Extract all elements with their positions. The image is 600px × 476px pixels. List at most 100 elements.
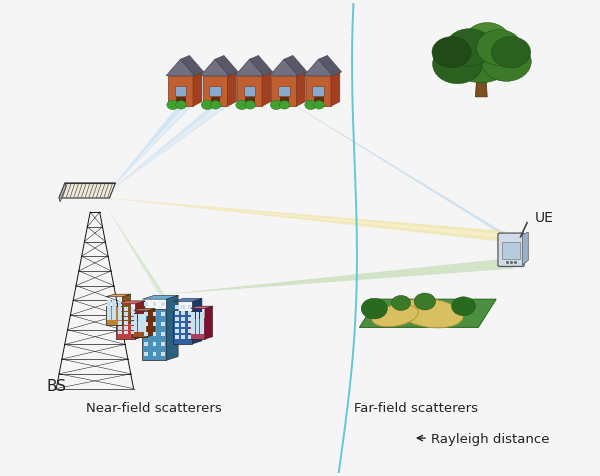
FancyBboxPatch shape xyxy=(191,323,195,327)
Polygon shape xyxy=(107,69,270,193)
FancyBboxPatch shape xyxy=(161,302,165,306)
FancyBboxPatch shape xyxy=(131,317,134,320)
FancyBboxPatch shape xyxy=(161,352,165,356)
FancyBboxPatch shape xyxy=(131,307,134,311)
FancyBboxPatch shape xyxy=(112,300,116,304)
FancyBboxPatch shape xyxy=(144,352,148,356)
FancyBboxPatch shape xyxy=(191,327,195,331)
FancyBboxPatch shape xyxy=(175,86,187,96)
Circle shape xyxy=(245,100,256,109)
FancyBboxPatch shape xyxy=(200,312,203,316)
Polygon shape xyxy=(166,296,178,360)
Polygon shape xyxy=(107,208,172,306)
Text: Near-field scatterers: Near-field scatterers xyxy=(86,402,222,415)
Text: Far-field scatterers: Far-field scatterers xyxy=(354,402,478,415)
FancyBboxPatch shape xyxy=(245,97,254,106)
FancyBboxPatch shape xyxy=(211,97,219,106)
FancyBboxPatch shape xyxy=(118,310,121,314)
Polygon shape xyxy=(304,59,332,76)
FancyBboxPatch shape xyxy=(191,319,195,323)
FancyBboxPatch shape xyxy=(112,303,116,307)
FancyBboxPatch shape xyxy=(209,86,221,96)
FancyBboxPatch shape xyxy=(196,312,199,316)
Polygon shape xyxy=(136,301,145,339)
Circle shape xyxy=(279,100,290,109)
FancyBboxPatch shape xyxy=(124,321,128,325)
Polygon shape xyxy=(107,198,512,239)
Polygon shape xyxy=(247,76,510,238)
FancyBboxPatch shape xyxy=(188,305,191,308)
Ellipse shape xyxy=(398,298,463,328)
FancyBboxPatch shape xyxy=(175,305,179,308)
Polygon shape xyxy=(475,71,487,97)
Polygon shape xyxy=(247,76,511,240)
Circle shape xyxy=(452,297,475,316)
Polygon shape xyxy=(269,59,298,76)
FancyBboxPatch shape xyxy=(142,328,146,332)
FancyBboxPatch shape xyxy=(142,317,146,321)
Circle shape xyxy=(491,37,530,68)
FancyBboxPatch shape xyxy=(134,314,137,318)
FancyBboxPatch shape xyxy=(161,342,165,346)
FancyBboxPatch shape xyxy=(131,321,134,325)
FancyBboxPatch shape xyxy=(106,306,122,325)
FancyBboxPatch shape xyxy=(306,76,331,106)
Polygon shape xyxy=(107,61,226,193)
Ellipse shape xyxy=(372,305,418,327)
FancyBboxPatch shape xyxy=(314,97,323,106)
FancyBboxPatch shape xyxy=(112,317,116,320)
Polygon shape xyxy=(523,232,528,265)
FancyBboxPatch shape xyxy=(131,331,134,335)
Polygon shape xyxy=(59,183,66,202)
FancyBboxPatch shape xyxy=(142,308,166,360)
Circle shape xyxy=(392,296,410,310)
Polygon shape xyxy=(166,59,195,76)
FancyBboxPatch shape xyxy=(278,86,290,96)
FancyBboxPatch shape xyxy=(124,307,128,311)
Polygon shape xyxy=(107,208,166,300)
Polygon shape xyxy=(319,56,341,76)
Polygon shape xyxy=(163,259,514,295)
Polygon shape xyxy=(122,294,131,325)
FancyBboxPatch shape xyxy=(191,331,195,335)
Circle shape xyxy=(449,31,514,83)
Polygon shape xyxy=(163,262,511,295)
FancyBboxPatch shape xyxy=(107,307,111,310)
Text: UE: UE xyxy=(535,211,554,226)
FancyBboxPatch shape xyxy=(175,329,179,333)
Polygon shape xyxy=(284,56,307,76)
FancyBboxPatch shape xyxy=(138,317,142,321)
FancyBboxPatch shape xyxy=(153,332,157,336)
FancyBboxPatch shape xyxy=(144,342,148,346)
FancyBboxPatch shape xyxy=(142,320,146,324)
FancyBboxPatch shape xyxy=(124,331,128,335)
Circle shape xyxy=(432,37,471,68)
Circle shape xyxy=(476,30,522,65)
FancyBboxPatch shape xyxy=(144,322,148,326)
FancyBboxPatch shape xyxy=(134,328,137,332)
Polygon shape xyxy=(250,56,272,76)
FancyBboxPatch shape xyxy=(200,323,203,327)
FancyBboxPatch shape xyxy=(138,323,142,327)
Polygon shape xyxy=(107,64,273,193)
FancyBboxPatch shape xyxy=(196,327,199,331)
FancyBboxPatch shape xyxy=(190,318,205,339)
FancyBboxPatch shape xyxy=(107,317,111,320)
FancyBboxPatch shape xyxy=(237,76,262,106)
FancyBboxPatch shape xyxy=(181,317,185,321)
Circle shape xyxy=(433,44,482,84)
Polygon shape xyxy=(132,308,155,311)
Circle shape xyxy=(210,100,221,109)
FancyBboxPatch shape xyxy=(134,317,137,321)
Text: Rayleigh distance: Rayleigh distance xyxy=(417,433,549,446)
Circle shape xyxy=(176,100,187,109)
FancyBboxPatch shape xyxy=(188,323,191,327)
Polygon shape xyxy=(215,56,238,76)
FancyBboxPatch shape xyxy=(191,316,195,319)
FancyBboxPatch shape xyxy=(271,76,296,106)
FancyBboxPatch shape xyxy=(502,242,520,259)
FancyBboxPatch shape xyxy=(118,321,122,325)
Circle shape xyxy=(305,100,317,109)
FancyBboxPatch shape xyxy=(132,320,147,337)
Circle shape xyxy=(481,42,531,81)
